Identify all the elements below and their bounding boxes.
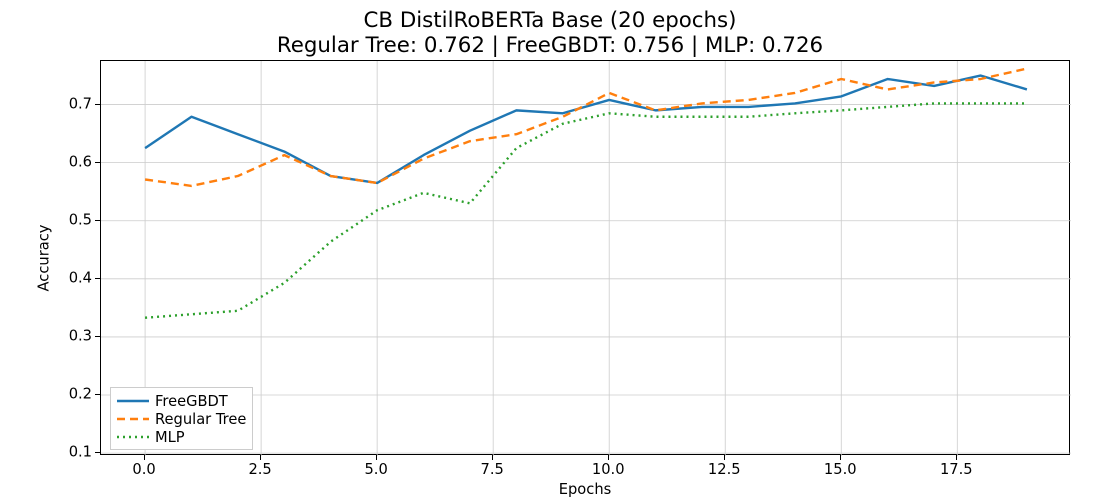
x-tick-label: 5.0 (364, 461, 387, 478)
chart-title: CB DistilRoBERTa Base (20 epochs) Regula… (0, 8, 1100, 58)
x-tick-mark (492, 455, 493, 460)
x-tick-mark (376, 455, 377, 460)
x-tick-label: 2.5 (248, 461, 271, 478)
legend: FreeGBDTRegular TreeMLP (110, 387, 253, 450)
series-line (145, 76, 1027, 183)
y-tick-mark (95, 162, 100, 163)
x-tick-label: 17.5 (940, 461, 973, 478)
legend-item: MLP (117, 428, 246, 446)
y-tick-label: 0.7 (69, 95, 92, 112)
x-tick-mark (144, 455, 145, 460)
x-tick-mark (840, 455, 841, 460)
series-line (145, 69, 1027, 186)
x-tick-label: 12.5 (708, 461, 741, 478)
x-tick-label: 10.0 (592, 461, 625, 478)
y-tick-label: 0.4 (69, 269, 92, 286)
y-tick-mark (95, 104, 100, 105)
x-tick-label: 15.0 (824, 461, 857, 478)
x-tick-mark (260, 455, 261, 460)
y-tick-mark (95, 220, 100, 221)
y-tick-label: 0.5 (69, 211, 92, 228)
series-line (145, 103, 1027, 317)
y-tick-label: 0.6 (69, 153, 92, 170)
x-tick-mark (608, 455, 609, 460)
y-tick-mark (95, 336, 100, 337)
x-tick-label: 0.0 (132, 461, 155, 478)
legend-item: FreeGBDT (117, 392, 246, 410)
y-tick-label: 0.1 (69, 444, 92, 461)
legend-swatch (117, 412, 149, 426)
figure: CB DistilRoBERTa Base (20 epochs) Regula… (0, 0, 1100, 500)
y-axis-label: Accuracy (36, 224, 53, 291)
legend-label: Regular Tree (155, 411, 246, 428)
y-tick-mark (95, 452, 100, 453)
legend-item: Regular Tree (117, 410, 246, 428)
legend-swatch (117, 394, 149, 408)
x-tick-mark (724, 455, 725, 460)
legend-label: FreeGBDT (155, 393, 228, 410)
chart-title-line1: CB DistilRoBERTa Base (20 epochs) (0, 8, 1100, 33)
y-tick-mark (95, 278, 100, 279)
chart-title-line2: Regular Tree: 0.762 | FreeGBDT: 0.756 | … (0, 33, 1100, 58)
y-tick-label: 0.3 (69, 327, 92, 344)
legend-label: MLP (155, 429, 185, 446)
legend-swatch (117, 430, 149, 444)
x-tick-label: 7.5 (481, 461, 504, 478)
y-tick-label: 0.2 (69, 386, 92, 403)
x-axis-label: Epochs (559, 481, 612, 498)
x-tick-mark (956, 455, 957, 460)
y-tick-mark (95, 394, 100, 395)
